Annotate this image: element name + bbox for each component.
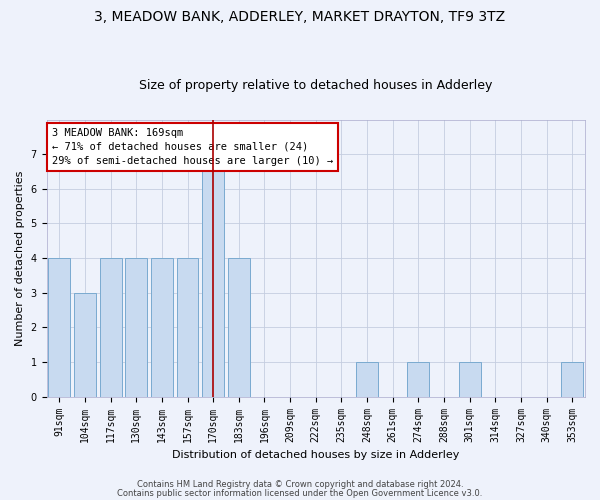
Bar <box>356 362 378 396</box>
X-axis label: Distribution of detached houses by size in Adderley: Distribution of detached houses by size … <box>172 450 460 460</box>
Y-axis label: Number of detached properties: Number of detached properties <box>15 170 25 346</box>
Text: Contains public sector information licensed under the Open Government Licence v3: Contains public sector information licen… <box>118 488 482 498</box>
Bar <box>151 258 173 396</box>
Bar <box>561 362 583 396</box>
Text: 3 MEADOW BANK: 169sqm
← 71% of detached houses are smaller (24)
29% of semi-deta: 3 MEADOW BANK: 169sqm ← 71% of detached … <box>52 128 333 166</box>
Bar <box>459 362 481 396</box>
Title: Size of property relative to detached houses in Adderley: Size of property relative to detached ho… <box>139 79 493 92</box>
Bar <box>49 258 70 396</box>
Bar <box>407 362 429 396</box>
Bar <box>176 258 199 396</box>
Bar <box>125 258 147 396</box>
Bar <box>202 154 224 396</box>
Text: Contains HM Land Registry data © Crown copyright and database right 2024.: Contains HM Land Registry data © Crown c… <box>137 480 463 489</box>
Text: 3, MEADOW BANK, ADDERLEY, MARKET DRAYTON, TF9 3TZ: 3, MEADOW BANK, ADDERLEY, MARKET DRAYTON… <box>94 10 506 24</box>
Bar <box>100 258 122 396</box>
Bar <box>74 293 96 397</box>
Bar <box>228 258 250 396</box>
